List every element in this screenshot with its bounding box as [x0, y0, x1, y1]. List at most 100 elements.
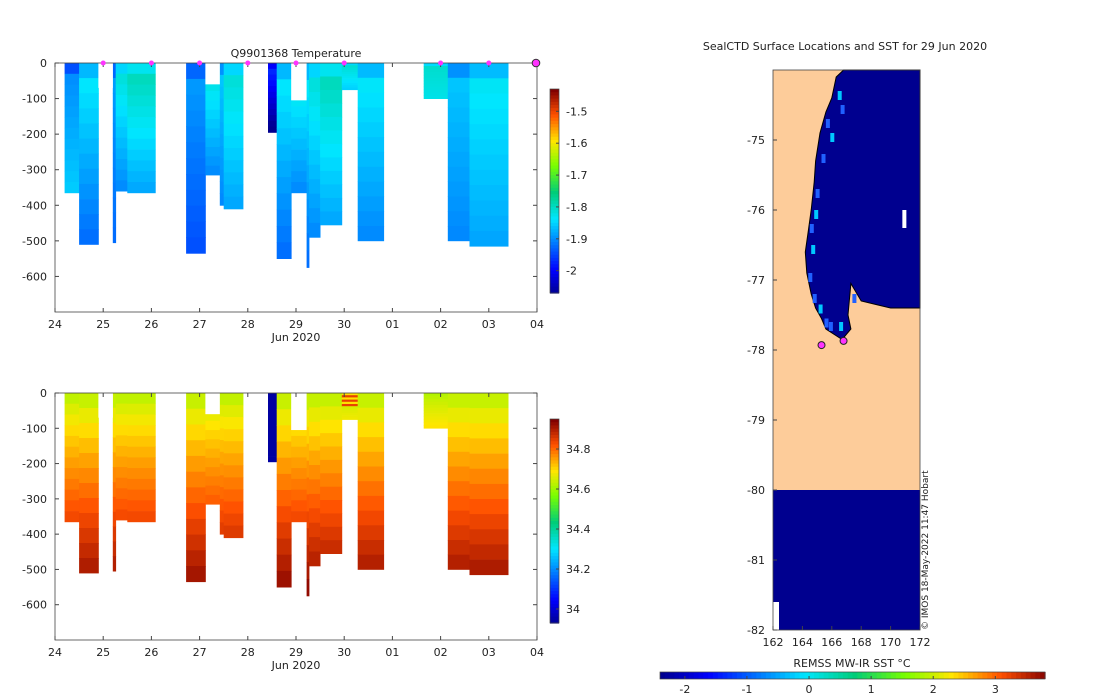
profile-cell: [306, 250, 310, 268]
surface-marker: [148, 60, 154, 66]
colorbar-swatch: [550, 238, 559, 243]
profile-cell: [219, 63, 225, 76]
profile-cell: [320, 459, 343, 474]
x-tick-label: 27: [193, 318, 207, 331]
profile-cell: [79, 229, 99, 245]
colorbar-swatch: [963, 672, 969, 679]
sst-cell: [840, 105, 845, 114]
colorbar-tick-label: -1.9: [566, 233, 587, 246]
profile-cell: [320, 473, 343, 488]
colorbar-tick-label: 3: [992, 683, 999, 696]
colorbar-swatch: [550, 600, 559, 605]
colorbar-swatch: [919, 672, 926, 679]
profile-cell: [357, 166, 385, 182]
profile-cell: [276, 111, 292, 129]
colorbar-swatch: [664, 672, 671, 679]
x-tick-label: 03: [482, 318, 496, 331]
profile-cell: [115, 477, 128, 489]
profile-cell: [447, 166, 470, 182]
colorbar-swatch: [550, 219, 559, 224]
y-tick-label: -300: [22, 493, 47, 506]
colorbar-swatch: [1025, 672, 1032, 679]
profile-cell: [447, 63, 470, 79]
profile-cell: [64, 182, 80, 194]
colorbar-swatch: [953, 672, 959, 679]
profile-cell: [127, 500, 156, 512]
colorbar-swatch: [722, 672, 728, 679]
colorbar-swatch: [550, 581, 559, 586]
profile-cell: [64, 160, 80, 172]
profile-cell: [306, 165, 310, 183]
profile-cell: [306, 63, 310, 81]
profile-cell: [291, 138, 307, 150]
profile-cell: [219, 440, 225, 453]
profile-cell: [291, 446, 307, 458]
colorbar-swatch: [550, 257, 559, 262]
colorbar-swatch: [550, 575, 559, 579]
y-tick-label: -400: [22, 528, 47, 541]
profile-cell: [447, 137, 470, 153]
colorbar-swatch: [968, 672, 974, 679]
colorbar-tick-label: 0: [806, 683, 813, 696]
profile-cell: [320, 406, 343, 421]
profile-cell: [341, 74, 359, 77]
profile-cell: [186, 518, 206, 535]
sst-cell: [830, 133, 835, 142]
colorbar-swatch: [992, 672, 998, 679]
colorbar-swatch: [712, 672, 719, 679]
profile-cell: [341, 399, 359, 403]
profile-cell: [186, 408, 206, 425]
colorbar-swatch: [996, 672, 1003, 679]
profile-cell: [341, 69, 359, 73]
profile-cell: [447, 393, 470, 409]
x-tick-label: 29: [289, 646, 303, 659]
profile-cell: [357, 107, 385, 123]
profile-cell: [79, 93, 99, 109]
profile-cell: [341, 395, 359, 398]
profile-cell: [223, 477, 244, 490]
profile-cell: [320, 446, 343, 461]
profile-cell: [64, 489, 80, 501]
profile-cell: [309, 135, 321, 151]
profile-cell: [423, 63, 449, 67]
profile-cell: [469, 499, 509, 515]
x-tick-label: 166: [821, 636, 842, 649]
colorbar-swatch: [550, 425, 559, 430]
profile-cell: [423, 68, 449, 73]
colorbar-swatch: [550, 508, 559, 513]
profile-cell: [115, 105, 128, 117]
profile-cell: [320, 197, 343, 212]
profile-cell: [64, 117, 80, 129]
profile-cell: [309, 537, 321, 552]
profile-cell: [219, 169, 225, 182]
profile-cell: [115, 180, 128, 192]
profile-cell: [115, 488, 128, 500]
profile-cell: [115, 393, 128, 404]
profile-cell: [219, 510, 225, 523]
colorbar-swatch: [838, 672, 844, 679]
x-tick-label: 168: [851, 636, 872, 649]
profile-cell: [469, 108, 509, 125]
surface-marker: [341, 60, 347, 66]
profile-cell: [309, 92, 321, 107]
profile-cell: [291, 106, 307, 118]
profile-cell: [423, 425, 449, 429]
colorbar-swatch: [550, 191, 559, 195]
profile-cell: [309, 121, 321, 136]
profile-cell: [115, 456, 128, 468]
profile-cell: [306, 114, 310, 132]
profile-cell: [205, 100, 221, 110]
profile-cell: [276, 506, 292, 523]
colorbar-swatch: [550, 124, 559, 128]
colorbar-swatch: [550, 470, 559, 474]
profile-cell: [341, 71, 359, 75]
profile-cell: [223, 465, 244, 478]
profile-cell: [320, 116, 343, 131]
colorbar-swatch: [972, 672, 979, 679]
colorbar-swatch: [550, 489, 559, 493]
profile-cell: [64, 84, 80, 96]
profile-cell: [115, 424, 128, 436]
colorbar-swatch: [550, 594, 559, 599]
colorbar-swatch: [550, 229, 559, 234]
profile-cell: [357, 495, 385, 511]
